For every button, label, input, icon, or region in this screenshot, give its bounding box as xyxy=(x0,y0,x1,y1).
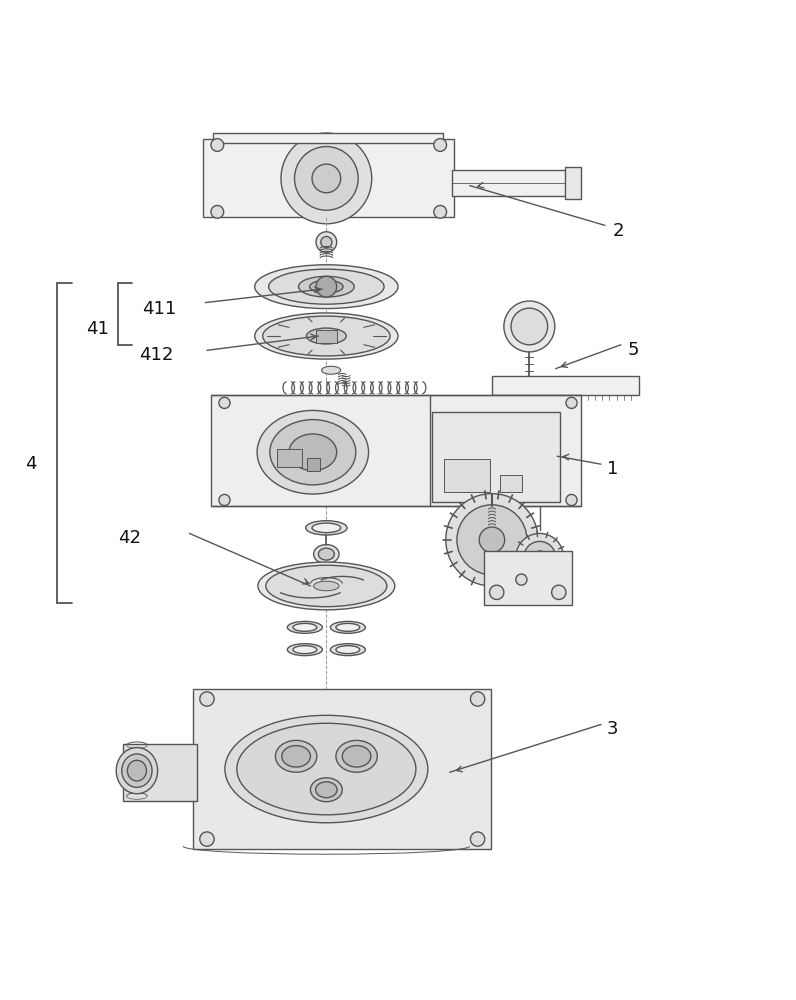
Ellipse shape xyxy=(127,760,146,781)
Ellipse shape xyxy=(289,434,337,471)
Circle shape xyxy=(504,301,555,352)
Ellipse shape xyxy=(330,644,365,656)
Ellipse shape xyxy=(224,715,428,823)
Circle shape xyxy=(295,147,358,210)
Text: 4: 4 xyxy=(25,455,37,473)
Bar xyxy=(484,551,572,605)
Circle shape xyxy=(446,494,538,586)
Ellipse shape xyxy=(282,746,310,767)
Ellipse shape xyxy=(236,723,416,815)
Circle shape xyxy=(566,494,577,506)
Circle shape xyxy=(211,139,224,151)
Bar xyxy=(277,449,302,467)
Circle shape xyxy=(434,139,447,151)
Circle shape xyxy=(219,397,230,408)
Ellipse shape xyxy=(255,313,398,359)
Circle shape xyxy=(211,205,224,218)
Circle shape xyxy=(316,232,337,252)
Circle shape xyxy=(470,692,485,706)
Ellipse shape xyxy=(306,328,346,344)
Ellipse shape xyxy=(330,621,365,633)
Bar xyxy=(444,459,490,492)
Circle shape xyxy=(552,585,566,599)
Ellipse shape xyxy=(293,646,317,654)
Ellipse shape xyxy=(255,265,398,309)
Text: 412: 412 xyxy=(139,346,174,364)
Ellipse shape xyxy=(270,420,356,485)
Ellipse shape xyxy=(310,280,343,293)
Bar xyxy=(193,689,491,849)
Ellipse shape xyxy=(314,545,339,564)
Circle shape xyxy=(566,397,577,408)
Ellipse shape xyxy=(306,521,347,535)
Ellipse shape xyxy=(336,646,360,654)
Bar xyxy=(316,330,337,343)
Ellipse shape xyxy=(293,623,317,631)
Text: 411: 411 xyxy=(142,300,176,318)
Text: 3: 3 xyxy=(607,720,618,738)
Bar xyxy=(432,412,560,502)
Text: 1: 1 xyxy=(607,460,618,478)
Ellipse shape xyxy=(298,276,354,297)
Circle shape xyxy=(490,585,504,599)
Ellipse shape xyxy=(122,754,152,787)
Circle shape xyxy=(511,308,548,345)
Ellipse shape xyxy=(315,782,338,798)
Circle shape xyxy=(281,133,372,224)
Circle shape xyxy=(321,237,332,248)
Ellipse shape xyxy=(312,523,341,533)
Bar xyxy=(307,458,320,471)
Ellipse shape xyxy=(287,644,322,656)
Bar xyxy=(211,395,581,506)
Ellipse shape xyxy=(322,366,341,374)
Circle shape xyxy=(533,551,546,564)
Ellipse shape xyxy=(268,269,384,304)
Circle shape xyxy=(200,832,214,846)
Ellipse shape xyxy=(336,740,377,772)
Ellipse shape xyxy=(266,565,387,607)
Bar xyxy=(452,170,576,196)
Circle shape xyxy=(200,692,214,706)
Circle shape xyxy=(434,205,447,218)
Bar xyxy=(213,133,443,143)
Ellipse shape xyxy=(263,316,390,356)
Text: 41: 41 xyxy=(86,320,109,338)
Circle shape xyxy=(316,276,337,297)
Text: 2: 2 xyxy=(613,222,624,240)
Circle shape xyxy=(219,494,230,506)
Ellipse shape xyxy=(258,562,395,610)
Circle shape xyxy=(479,527,505,553)
Ellipse shape xyxy=(310,778,342,802)
Circle shape xyxy=(312,164,341,193)
Text: 5: 5 xyxy=(627,341,638,359)
Bar xyxy=(565,167,581,199)
Bar xyxy=(500,475,522,492)
Text: 42: 42 xyxy=(118,529,141,547)
Ellipse shape xyxy=(287,621,322,633)
Circle shape xyxy=(470,832,485,846)
Ellipse shape xyxy=(342,746,371,767)
Bar xyxy=(492,376,639,395)
Ellipse shape xyxy=(314,581,339,591)
Circle shape xyxy=(516,574,527,585)
Ellipse shape xyxy=(116,748,158,794)
Circle shape xyxy=(457,505,527,575)
Circle shape xyxy=(524,541,556,573)
Ellipse shape xyxy=(275,740,317,772)
Circle shape xyxy=(516,533,564,581)
Ellipse shape xyxy=(318,548,334,560)
Bar xyxy=(123,744,197,801)
Ellipse shape xyxy=(336,623,360,631)
Ellipse shape xyxy=(257,410,369,494)
Bar xyxy=(203,139,454,217)
